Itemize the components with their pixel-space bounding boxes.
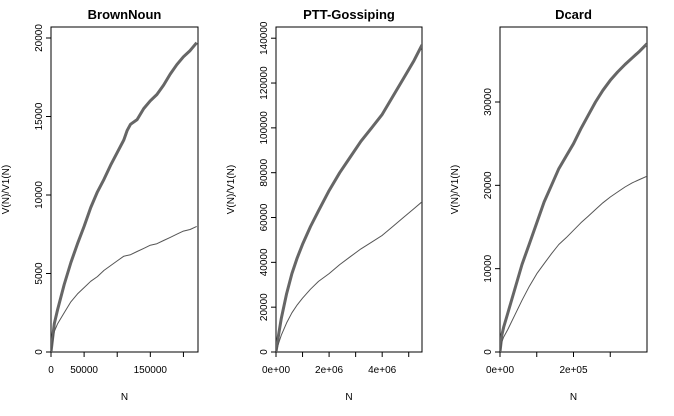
- y-tick-label: 100000: [259, 111, 270, 145]
- series-line-thin: [51, 225, 197, 352]
- series-line-thick: [276, 44, 422, 352]
- x-tick-label: 0e+00: [486, 365, 515, 376]
- x-tick-label: 2e+05: [559, 365, 588, 376]
- x-tick-label: 50000: [70, 365, 98, 376]
- series-line-thick: [51, 41, 198, 352]
- chart-panel-3: Dcard 0e+00 2e+05 0 10000 20000 30000 N V(N)/V1(…: [450, 7, 648, 403]
- x-axis-label: N: [121, 392, 128, 403]
- y-tick-label: 120000: [259, 66, 270, 100]
- x-tick-label: 0: [48, 365, 54, 376]
- y-tick-label: 30000: [483, 88, 494, 116]
- y-tick-label: 10000: [483, 254, 494, 282]
- y-axis-label: V(N)/V1(N): [450, 165, 461, 214]
- chart-title: PTT-Gossiping: [303, 7, 395, 22]
- y-tick-label: 15000: [34, 102, 45, 130]
- plot-frame: [275, 26, 423, 353]
- x-tick-label: 150000: [134, 365, 168, 376]
- y-axis-label: V(N)/V1(N): [226, 165, 237, 214]
- chart-panel-1: BrownNoun 0 50000 150000 0 5000 10000 15000 2000…: [1, 7, 199, 403]
- x-tick-label: 4e+06: [368, 365, 397, 376]
- y-tick-label: 0: [483, 349, 494, 355]
- series-line-thick: [500, 42, 647, 352]
- x-tick-label: 0e+00: [262, 365, 291, 376]
- y-tick-label: 20000: [259, 293, 270, 321]
- plot-frame: [50, 26, 199, 353]
- chart-panel-2: PTT-Gossiping 0e+00 2e+06 4e+06 0 20000 40000 6…: [226, 7, 423, 403]
- x-tick-label: 2e+06: [315, 365, 344, 376]
- series-line-thin: [276, 201, 422, 352]
- y-tick-label: 80000: [259, 158, 270, 186]
- plot-frame: [499, 26, 648, 353]
- x-axis-label: N: [570, 392, 577, 403]
- y-tick-label: 0: [34, 349, 45, 355]
- series-line-thin: [500, 175, 647, 352]
- y-tick-label: 0: [259, 349, 270, 355]
- y-tick-label: 20000: [34, 24, 45, 52]
- chart-title: Dcard: [555, 7, 592, 22]
- y-tick-label: 60000: [259, 203, 270, 231]
- x-axis-label: N: [345, 392, 352, 403]
- y-tick-label: 140000: [259, 21, 270, 55]
- y-tick-label: 40000: [259, 248, 270, 276]
- y-tick-label: 20000: [483, 171, 494, 199]
- y-axis-label: V(N)/V1(N): [1, 165, 12, 214]
- y-tick-label: 10000: [34, 181, 45, 209]
- y-tick-label: 5000: [34, 262, 45, 285]
- chart-title: BrownNoun: [88, 7, 162, 22]
